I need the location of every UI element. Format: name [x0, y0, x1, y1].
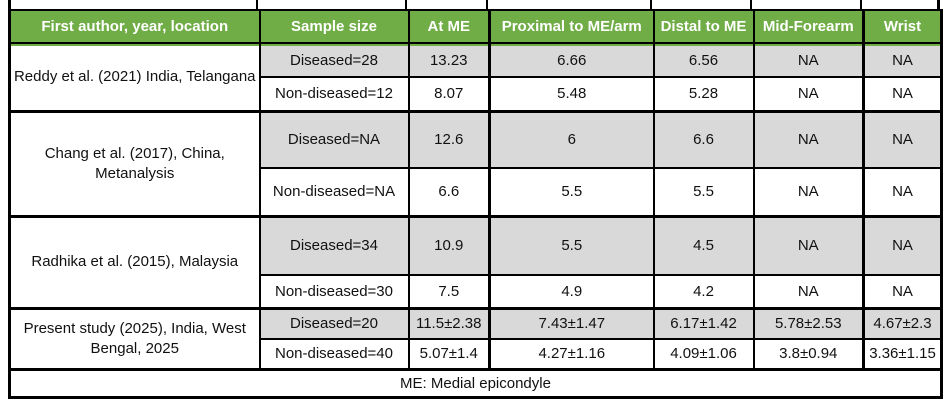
measurement-value-cell: 5.78±2.53: [752, 306, 865, 340]
footnote-row: ME: Medial epicondyle: [8, 367, 943, 398]
column-tick: [258, 0, 407, 9]
study-name-cell: Radhika et al. (2015), Malaysia: [8, 214, 261, 309]
study-name-cell: Reddy et al. (2021) India, Telangana: [8, 42, 261, 112]
study-name-cell: Chang et al. (2017), China, Metanalysis: [8, 109, 261, 217]
measurement-value-cell: NA: [752, 76, 865, 112]
table-row: Chang et al. (2017), China, Metanalysis …: [8, 109, 943, 217]
measurement-value-cell: 12.6: [407, 109, 491, 169]
table-row: Radhika et al. (2015), Malaysia Diseased…: [8, 214, 943, 309]
measurement-value-cell: 4.9: [488, 274, 655, 309]
measurement-value-cell: 5.28: [652, 76, 755, 112]
measurement-value-cell: 6.6: [407, 167, 491, 217]
measurement-value-cell: 7.5: [407, 274, 491, 309]
table-row: Non-diseased=NA 6.6 5.5 5.5 NA NA: [10, 167, 943, 217]
measurement-value-cell: NA: [862, 109, 943, 169]
column-tick: [11, 0, 258, 9]
column-header-mid-forearm: Mid-Forearm: [752, 9, 865, 44]
measurement-value-cell: NA: [752, 109, 865, 169]
measurement-value-cell: NA: [862, 42, 943, 78]
column-tick: [752, 0, 862, 9]
measurement-value-cell: NA: [752, 274, 865, 309]
measurement-value-cell: NA: [752, 42, 865, 78]
sample-size-cell: Non-diseased=NA: [258, 167, 410, 217]
measurement-value-cell: 4.67±2.3: [862, 306, 943, 340]
abbreviation-footnote: ME: Medial epicondyle: [8, 367, 943, 398]
measurement-value-cell: 6: [488, 109, 655, 169]
measurement-value-cell: 10.9: [407, 214, 491, 276]
column-header-sample-size: Sample size: [258, 9, 410, 44]
measurement-value-cell: NA: [862, 167, 943, 217]
column-header-proximal-to-me: Proximal to ME/arm: [488, 9, 655, 44]
measurement-value-cell: 3.8±0.94: [752, 338, 865, 370]
measurement-value-cell: NA: [862, 76, 943, 112]
measurement-value-cell: 11.5±2.38: [407, 306, 491, 340]
sample-size-cell: Diseased=34: [258, 214, 410, 276]
measurement-value-cell: 8.07: [407, 76, 491, 112]
measurement-value-cell: 4.2: [652, 274, 755, 309]
column-header-distal-to-me: Distal to ME: [652, 9, 755, 44]
measurement-value-cell: 5.5: [652, 167, 755, 217]
sample-size-cell: Non-diseased=40: [258, 338, 410, 370]
header-row: First author, year, location Sample size…: [8, 9, 943, 44]
measurement-value-cell: 4.5: [652, 214, 755, 276]
measurement-value-cell: 6.6: [652, 109, 755, 169]
measurement-value-cell: 5.07±1.4: [407, 338, 491, 370]
measurement-value-cell: 4.09±1.06: [652, 338, 755, 370]
measurement-value-cell: 6.66: [488, 42, 655, 78]
column-header-wrist: Wrist: [862, 9, 943, 44]
measurement-value-cell: 6.56: [652, 42, 755, 78]
sample-size-cell: Non-diseased=12: [258, 76, 410, 112]
sample-size-cell: Diseased=20: [258, 306, 410, 340]
sample-size-cell: Diseased=28: [258, 42, 410, 78]
sample-size-cell: Diseased=NA: [258, 109, 410, 169]
table-row: Non-diseased=12 8.07 5.48 5.28 NA NA: [10, 76, 943, 112]
measurement-value-cell: 5.5: [488, 214, 655, 276]
study-name-cell: Present study (2025), India, West Bengal…: [8, 306, 261, 370]
column-tick: [652, 0, 752, 9]
column-tick: [407, 0, 488, 9]
measurement-value-cell: NA: [862, 214, 943, 276]
measurement-value-cell: NA: [752, 214, 865, 276]
measurement-value-cell: NA: [862, 274, 943, 309]
column-tick: [488, 0, 652, 9]
column-tick: [862, 0, 937, 9]
table-row: Present study (2025), India, West Bengal…: [8, 306, 943, 370]
cropped-row-edge: [8, 0, 940, 9]
measurement-value-cell: 13.23: [407, 42, 491, 78]
measurement-value-cell: 3.36±1.15: [862, 338, 943, 370]
measurement-value-cell: 5.48: [488, 76, 655, 112]
column-header-at-me: At ME: [407, 9, 491, 44]
nerve-measurement-comparison-table: First author, year, location Sample size…: [8, 9, 943, 399]
measurement-value-cell: 7.43±1.47: [488, 306, 655, 340]
table-row: Non-diseased=40 5.07±1.4 4.27±1.16 4.09±…: [10, 338, 943, 370]
measurement-value-cell: 4.27±1.16: [488, 338, 655, 370]
table-row: Reddy et al. (2021) India, Telangana Dis…: [8, 42, 943, 112]
measurement-value-cell: 6.17±1.42: [652, 306, 755, 340]
measurement-value-cell: NA: [752, 167, 865, 217]
column-header-first-author: First author, year, location: [8, 9, 261, 44]
table-row: Non-diseased=30 7.5 4.9 4.2 NA NA: [10, 274, 943, 309]
measurement-value-cell: 5.5: [488, 167, 655, 217]
sample-size-cell: Non-diseased=30: [258, 274, 410, 309]
